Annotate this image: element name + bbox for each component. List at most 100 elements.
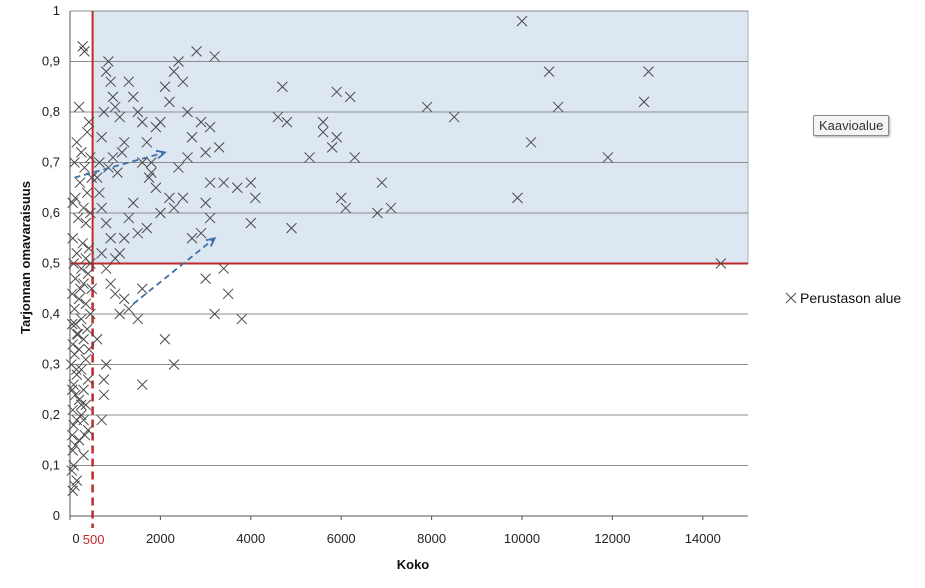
data-point-x-icon	[94, 157, 105, 168]
data-point-x-icon	[317, 116, 329, 128]
data-point-x-icon	[82, 374, 94, 386]
data-point-x-icon	[68, 258, 79, 269]
x-tick-label: 10000	[504, 531, 540, 546]
data-point-x-icon	[81, 323, 93, 335]
data-point-x-icon	[66, 384, 78, 396]
y-tick-label: 0,9	[42, 54, 60, 69]
data-point-x-icon	[349, 152, 361, 163]
data-point-x-icon	[141, 136, 153, 148]
x-tick-label: 2000	[146, 531, 175, 546]
y-tick-label: 0,7	[42, 155, 60, 170]
y-axis-title: Tarjonnan omavaraisuus	[18, 181, 33, 334]
data-point-x-icon	[143, 172, 155, 184]
data-point-x-icon	[80, 217, 92, 229]
data-point-x-icon	[204, 212, 216, 224]
data-point-x-icon	[146, 157, 157, 168]
data-point-x-icon	[155, 207, 166, 219]
data-point-x-icon	[209, 308, 220, 320]
data-point-x-icon	[94, 187, 105, 199]
data-point-x-icon	[73, 293, 85, 305]
y-tick-label: 0,3	[42, 357, 60, 372]
data-point-x-icon	[70, 318, 81, 330]
data-point-x-icon	[72, 328, 84, 340]
data-point-x-icon	[96, 414, 107, 426]
data-point-x-icon	[159, 81, 171, 93]
data-point-x-icon	[317, 126, 329, 138]
y-tick-label: 0,4	[42, 306, 60, 321]
data-point-x-icon	[100, 263, 112, 274]
data-point-x-icon	[186, 232, 198, 244]
data-point-x-icon	[81, 187, 93, 199]
data-point-x-icon	[67, 338, 79, 350]
data-point-x-icon	[100, 66, 112, 77]
data-point-x-icon	[326, 141, 338, 153]
data-point-x-icon	[340, 202, 352, 214]
data-point-x-icon	[105, 76, 117, 88]
data-point-x-icon	[86, 283, 98, 295]
data-point-x-icon	[164, 192, 175, 204]
data-point-x-icon	[98, 389, 110, 401]
data-point-x-icon	[118, 136, 130, 148]
data-point-x-icon	[69, 480, 80, 492]
data-point-x-icon	[80, 354, 92, 365]
x-axis-title: Koko	[397, 557, 430, 572]
data-point-x-icon	[75, 313, 87, 325]
x-tick-label: 8000	[417, 531, 446, 546]
data-point-x-icon	[77, 237, 89, 249]
data-point-x-icon	[173, 56, 184, 67]
x-tick-label: 0	[72, 531, 79, 546]
data-point-x-icon	[105, 278, 117, 290]
data-point-x-icon	[200, 197, 211, 209]
data-points	[66, 15, 727, 497]
data-point-x-icon	[245, 177, 257, 189]
data-point-x-icon	[331, 86, 343, 98]
data-point-x-icon	[182, 106, 193, 118]
data-point-x-icon	[70, 273, 81, 285]
data-point-x-icon	[136, 379, 148, 391]
data-point-x-icon	[84, 258, 96, 269]
data-point-x-icon	[191, 46, 202, 57]
data-point-x-icon	[602, 152, 614, 163]
legend-marker-x-icon	[785, 292, 797, 304]
trend-arrow-line-1	[132, 237, 216, 305]
x-tick-label: 6000	[327, 531, 356, 546]
y-tick-label: 0,8	[42, 104, 60, 119]
data-point-x-icon	[715, 258, 727, 269]
data-point-x-icon	[78, 278, 89, 290]
data-point-x-icon	[222, 288, 234, 300]
data-point-x-icon	[173, 162, 184, 173]
data-point-x-icon	[168, 359, 180, 370]
data-point-x-icon	[67, 197, 79, 209]
data-point-x-icon	[69, 303, 80, 315]
data-point-x-icon	[70, 192, 81, 204]
data-point-x-icon	[67, 232, 79, 244]
data-point-x-icon	[200, 147, 211, 158]
data-point-x-icon	[73, 434, 85, 446]
data-point-x-icon	[200, 273, 211, 285]
data-point-x-icon	[204, 177, 216, 189]
data-point-x-icon	[335, 192, 347, 204]
data-point-x-icon	[83, 242, 95, 254]
data-point-x-icon	[98, 106, 110, 118]
data-point-x-icon	[286, 222, 297, 234]
data-point-x-icon	[69, 157, 80, 168]
data-point-x-icon	[376, 177, 388, 189]
data-point-x-icon	[304, 152, 315, 163]
data-point-x-icon	[118, 293, 130, 305]
data-point-x-icon	[74, 177, 86, 189]
data-point-x-icon	[107, 91, 119, 103]
data-point-x-icon	[80, 399, 92, 411]
data-point-x-icon	[249, 192, 261, 204]
data-point-x-icon	[80, 298, 92, 310]
data-point-x-icon	[218, 263, 230, 274]
data-point-x-icon	[112, 167, 123, 178]
legend-x-icon	[785, 292, 797, 304]
data-point-x-icon	[71, 369, 83, 380]
data-point-x-icon	[204, 121, 216, 133]
data-point-x-icon	[68, 419, 79, 431]
data-point-x-icon	[236, 313, 248, 325]
data-point-x-icon	[136, 157, 148, 168]
y-tick-label: 0,5	[42, 256, 60, 271]
data-point-x-icon	[155, 116, 166, 128]
data-point-x-icon	[100, 359, 112, 370]
